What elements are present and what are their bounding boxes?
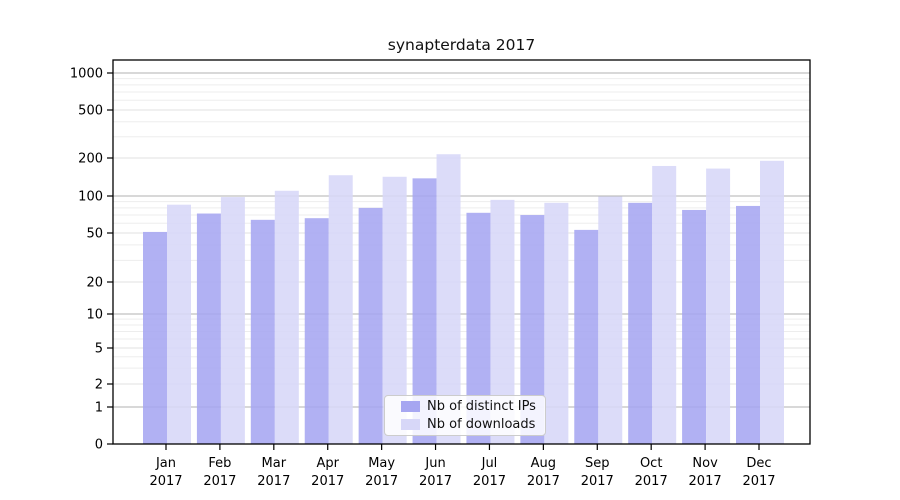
bar-apr-downloads — [328, 175, 353, 444]
y-tick-label: 500 — [78, 104, 103, 119]
x-tick-label-month: Oct — [640, 456, 662, 471]
x-tick-label-year: 2017 — [311, 474, 344, 489]
x-tick-label-month: Mar — [262, 456, 287, 471]
x-tick-label-year: 2017 — [365, 474, 398, 489]
y-tick-label: 2 — [95, 378, 103, 393]
legend-swatch-downloads — [401, 419, 420, 430]
x-tick-label-month: Feb — [208, 456, 231, 471]
x-tick-label-month: Jul — [481, 456, 498, 471]
x-tick-label-month: Aug — [531, 456, 556, 471]
bar-dec-distinct-ips — [736, 205, 760, 444]
x-tick-label-month: Jun — [424, 456, 445, 471]
legend: Nb of distinct IPs Nb of downloads — [384, 395, 546, 436]
y-tick-label: 1000 — [70, 67, 103, 82]
x-tick-label-month: Jan — [155, 456, 176, 471]
x-tick-label-year: 2017 — [257, 474, 290, 489]
y-tick-label: 200 — [78, 152, 103, 167]
x-tick-label-year: 2017 — [635, 474, 668, 489]
bar-may-distinct-ips — [358, 207, 383, 444]
x-tick-label-month: Sep — [585, 456, 610, 471]
bar-aug-downloads — [544, 202, 569, 444]
bar-mar-downloads — [274, 190, 299, 444]
x-tick-label-month: Apr — [316, 456, 339, 471]
x-tick-label-year: 2017 — [473, 474, 506, 489]
bar-nov-downloads — [706, 168, 731, 444]
chart-title: synapterdata 2017 — [387, 36, 536, 54]
x-tick-label-year: 2017 — [581, 474, 614, 489]
y-tick-label: 100 — [78, 190, 103, 205]
bar-sep-downloads — [598, 196, 623, 444]
bar-oct-downloads — [652, 165, 677, 444]
bar-apr-distinct-ips — [304, 218, 329, 444]
y-tick-label: 5 — [95, 342, 103, 357]
bar-dec-downloads — [760, 160, 784, 445]
bar-feb-distinct-ips — [196, 213, 221, 444]
x-tick-label-year: 2017 — [149, 474, 182, 489]
x-tick-label-month: Dec — [746, 456, 771, 471]
x-tick-label-year: 2017 — [742, 474, 775, 489]
bar-mar-distinct-ips — [250, 219, 275, 444]
x-tick-label-year: 2017 — [419, 474, 452, 489]
x-tick-label-month: Nov — [692, 456, 718, 471]
bar-jan-distinct-ips — [143, 231, 167, 444]
bar-nov-distinct-ips — [682, 209, 707, 444]
bar-oct-distinct-ips — [628, 202, 653, 444]
y-tick-label: 0 — [95, 438, 103, 453]
y-tick-label: 50 — [86, 227, 103, 242]
bar-feb-downloads — [220, 197, 245, 444]
legend-label-downloads: Nb of downloads — [427, 417, 536, 432]
legend-label-distinct-ips: Nb of distinct IPs — [427, 399, 536, 414]
plot-frame — [112, 59, 811, 445]
bar-jan-downloads — [167, 204, 191, 444]
legend-item-downloads: Nb of downloads — [401, 417, 545, 432]
y-tick-label: 20 — [86, 276, 103, 291]
x-tick-label-year: 2017 — [527, 474, 560, 489]
bar-sep-distinct-ips — [574, 229, 599, 444]
legend-swatch-distinct-ips — [401, 401, 420, 412]
y-tick-label: 1 — [95, 401, 103, 416]
y-tick-label: 10 — [86, 308, 103, 323]
x-tick-label-month: May — [368, 456, 395, 471]
legend-item-distinct-ips: Nb of distinct IPs — [401, 399, 545, 414]
x-tick-label-year: 2017 — [203, 474, 236, 489]
x-tick-label-year: 2017 — [689, 474, 722, 489]
